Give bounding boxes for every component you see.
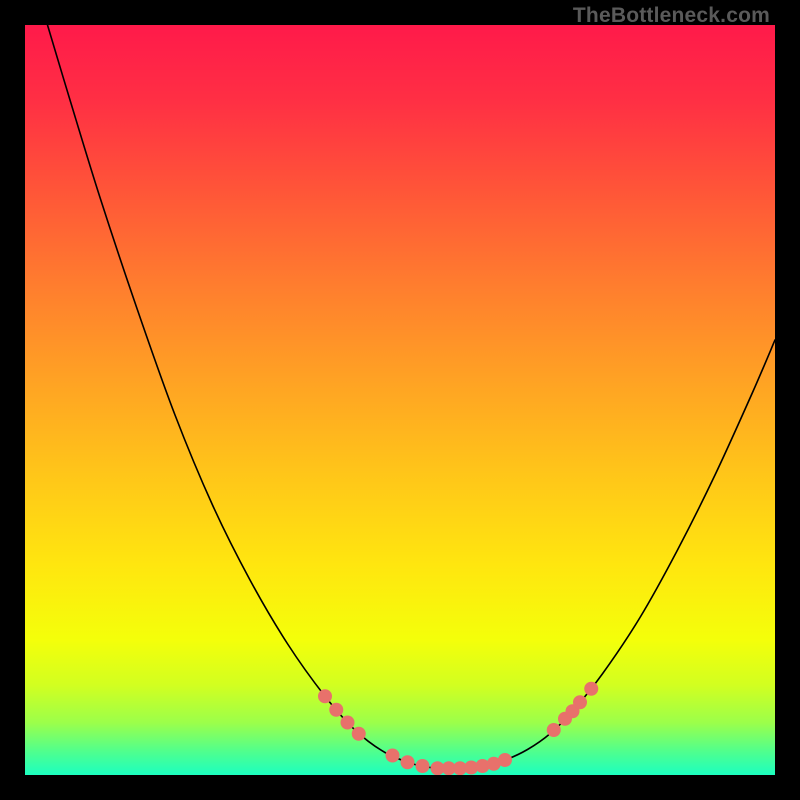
data-marker xyxy=(573,695,587,709)
data-marker xyxy=(547,723,561,737)
data-marker xyxy=(341,716,355,730)
data-marker xyxy=(401,755,415,769)
data-marker xyxy=(498,753,512,767)
data-marker xyxy=(352,727,366,741)
data-marker xyxy=(416,759,430,773)
data-marker xyxy=(584,682,598,696)
data-marker xyxy=(318,689,332,703)
data-marker xyxy=(329,703,343,717)
watermark-text: TheBottleneck.com xyxy=(573,4,770,28)
plot-area xyxy=(25,25,775,775)
gradient-background xyxy=(25,25,775,775)
data-marker xyxy=(386,749,400,763)
chart-frame: TheBottleneck.com xyxy=(0,0,800,800)
bottleneck-chart-svg xyxy=(25,25,775,775)
